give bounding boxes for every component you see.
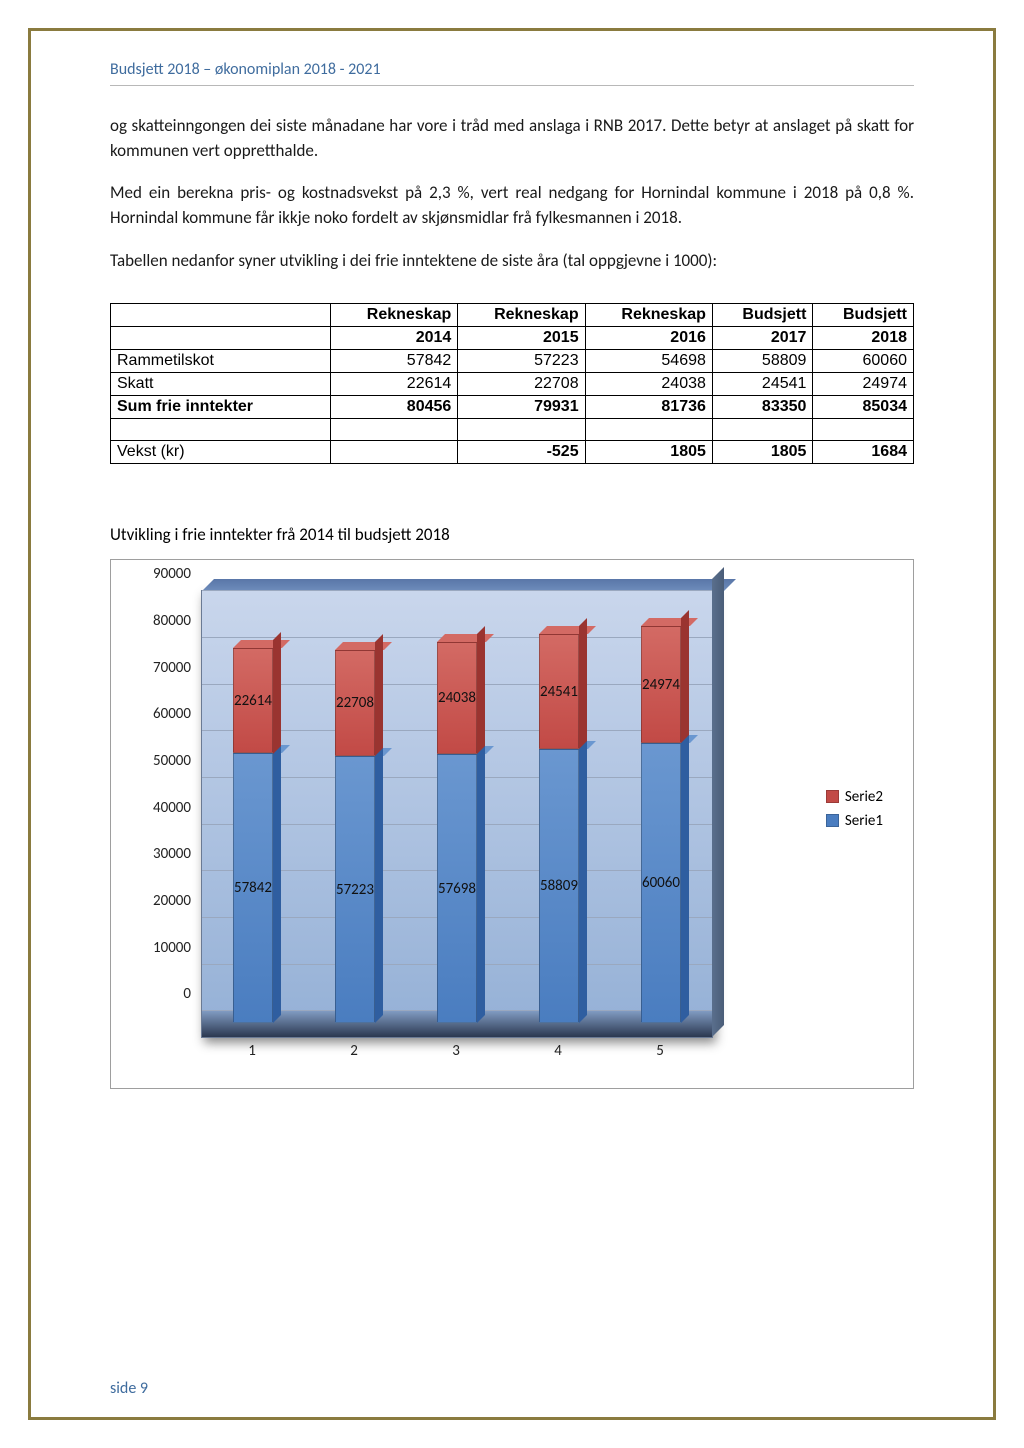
y-axis-label: 70000 <box>153 659 191 677</box>
x-axis-label: 1 <box>248 1042 256 1060</box>
page-footer: side 9 <box>110 1379 148 1398</box>
chart-plot-area: 57842 22614 57223 22708 57698 24038 58809 24541… <box>201 590 713 1038</box>
y-axis-label: 20000 <box>153 892 191 910</box>
y-axis-label: 50000 <box>153 752 191 770</box>
bar-value-label: 22614 <box>234 692 272 710</box>
x-axis-label: 3 <box>452 1042 460 1060</box>
bar-value-label: 57223 <box>336 881 374 899</box>
bar-value-label: 24541 <box>540 683 578 701</box>
bar-value-label: 60060 <box>642 874 680 892</box>
table-row-vekst: Vekst (kr) -525 1805 1805 1684 <box>111 441 914 464</box>
bar-value-label: 57842 <box>234 879 272 897</box>
legend-swatch-serie2 <box>826 790 839 803</box>
y-axis-label: 90000 <box>153 565 191 583</box>
x-axis-label: 4 <box>554 1042 562 1060</box>
x-axis-label: 2 <box>350 1042 358 1060</box>
legend-swatch-serie1 <box>826 814 839 827</box>
y-axis-label: 60000 <box>153 705 191 723</box>
doc-header: Budsjett 2018 – økonomiplan 2018 - 2021 <box>110 60 914 79</box>
table-row-empty <box>111 419 914 441</box>
table-row: Skatt 22614 22708 24038 24541 24974 <box>111 373 914 396</box>
table-header-row-2: 2014 2015 2016 2017 2018 <box>111 327 914 350</box>
paragraph-1: og skatteinngongen dei siste månadane ha… <box>110 114 914 163</box>
header-rule <box>110 85 914 86</box>
bar-value-label: 24038 <box>438 689 476 707</box>
table-header-row-1: Rekneskap Rekneskap Rekneskap Budsjett B… <box>111 304 914 327</box>
bar-value-label: 24974 <box>642 676 680 694</box>
y-axis-label: 80000 <box>153 612 191 630</box>
bar-value-label: 58809 <box>540 877 578 895</box>
y-axis-label: 30000 <box>153 845 191 863</box>
legend-item-serie2: Serie2 <box>826 788 883 806</box>
paragraph-2: Med ein berekna pris- og kostnadsvekst p… <box>110 181 914 230</box>
chart-title: Utvikling i frie inntekter frå 2014 til … <box>110 524 914 545</box>
income-table: Rekneskap Rekneskap Rekneskap Budsjett B… <box>110 303 914 464</box>
y-axis-label: 0 <box>183 985 191 1003</box>
y-axis-label: 10000 <box>153 939 191 957</box>
table-row: Sum frie inntekter 80456 79931 81736 833… <box>111 396 914 419</box>
table-row: Rammetilskot 57842 57223 54698 58809 600… <box>111 350 914 373</box>
bar-chart: 57842 22614 57223 22708 57698 24038 58809 24541… <box>110 559 914 1089</box>
page-content: Budsjett 2018 – økonomiplan 2018 - 2021 … <box>110 60 914 1089</box>
legend-item-serie1: Serie1 <box>826 812 883 830</box>
bar-value-label: 22708 <box>336 694 374 712</box>
x-axis-label: 5 <box>656 1042 664 1060</box>
bar-value-label: 57698 <box>438 880 476 898</box>
chart-legend: Serie2 Serie1 <box>826 782 883 836</box>
y-axis-label: 40000 <box>153 799 191 817</box>
paragraph-3: Tabellen nedanfor syner utvikling i dei … <box>110 249 914 274</box>
